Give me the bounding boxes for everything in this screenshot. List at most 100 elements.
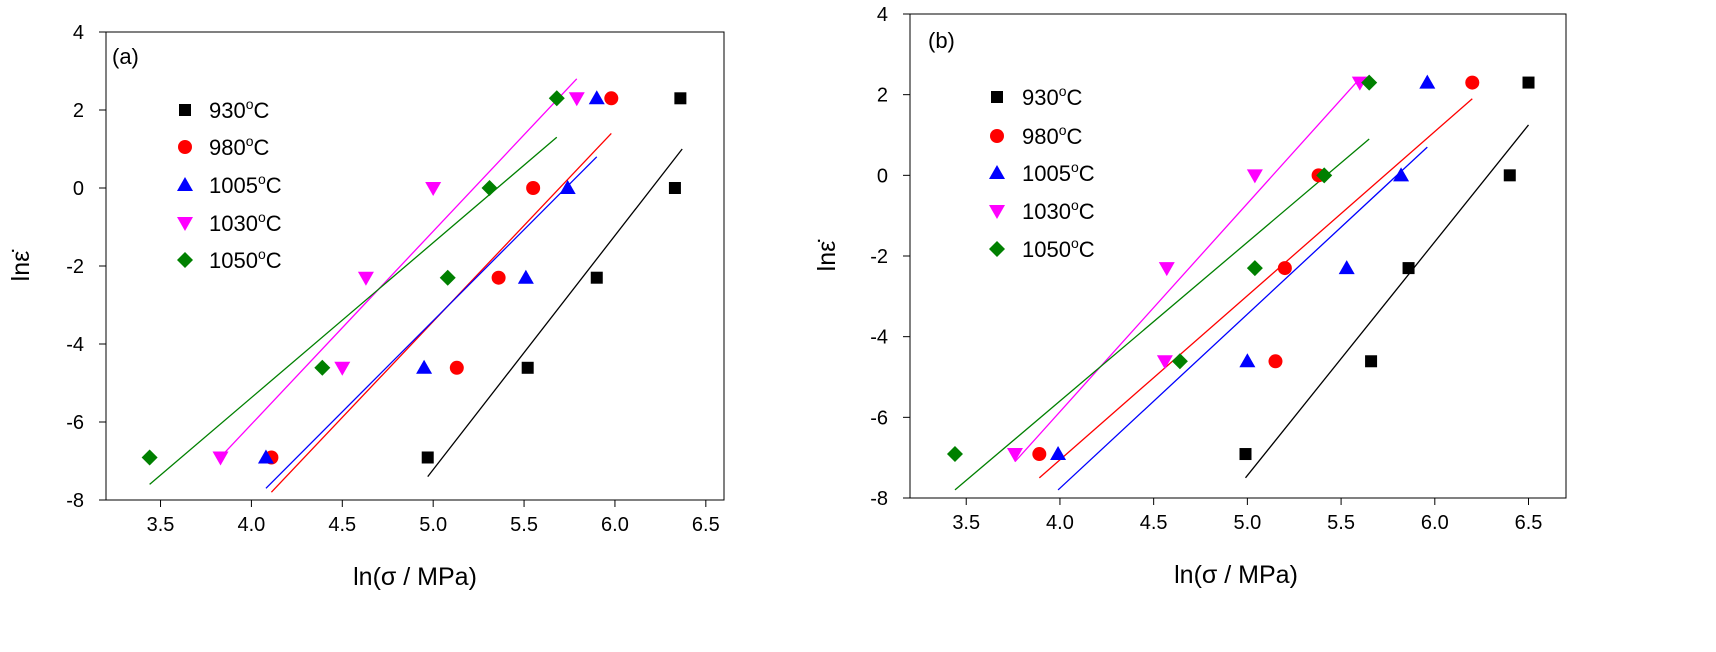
legend-label-980: 980oC xyxy=(209,133,270,160)
legend: 930oC 980oC 1005oC 1030oC 1050oC xyxy=(177,96,282,273)
x-tick-label: 5.5 xyxy=(1327,512,1355,534)
x-tick-label: 5.5 xyxy=(510,514,538,536)
data-point-930 xyxy=(668,182,681,194)
fit-line-1030 xyxy=(1014,78,1361,463)
legend-marker-930 xyxy=(179,104,191,116)
fit-line-1005 xyxy=(1057,146,1428,491)
data-point-930 xyxy=(590,271,603,284)
fit-line-1005 xyxy=(265,156,598,489)
legend-marker-980 xyxy=(990,129,1004,143)
legend-label-1030: 1030oC xyxy=(1022,197,1095,224)
data-point-1005 xyxy=(1393,167,1410,182)
y-tick-label: -6 xyxy=(66,412,84,434)
data-point-1005 xyxy=(1050,446,1067,461)
data-point-980 xyxy=(1268,354,1283,369)
legend-label-930: 930oC xyxy=(1022,83,1083,110)
legend-marker-1030 xyxy=(177,217,193,231)
fit-line-980 xyxy=(1038,98,1473,479)
y-axis-label: lnε̇ xyxy=(813,239,841,272)
data-point-980 xyxy=(449,360,464,375)
data-point-1030 xyxy=(425,182,442,196)
data-point-1050 xyxy=(1246,260,1263,277)
x-tick-label: 4.5 xyxy=(328,514,356,536)
data-point-1005 xyxy=(559,180,576,194)
data-point-930 xyxy=(1522,76,1535,89)
data-point-1005 xyxy=(1338,260,1355,275)
x-tick-label: 4.0 xyxy=(1046,512,1074,534)
data-point-980 xyxy=(604,91,619,106)
fit-line-930 xyxy=(427,148,683,477)
y-tick-label: -4 xyxy=(870,327,888,349)
legend-marker-1050 xyxy=(177,252,193,268)
y-axis-label: lnε̇ xyxy=(7,249,35,282)
data-point-1050 xyxy=(439,269,456,286)
data-point-930 xyxy=(1365,355,1378,368)
data-point-980 xyxy=(1277,261,1292,276)
x-axis-label: ln(σ / MPa) xyxy=(353,563,477,591)
x-tick-label: 6.0 xyxy=(601,514,629,536)
data-point-1050 xyxy=(481,180,498,196)
x-tick-label: 6.5 xyxy=(1515,512,1543,534)
legend-label-1050: 1050oC xyxy=(1022,235,1095,262)
data-point-1050 xyxy=(141,449,158,466)
x-tick-label: 4.5 xyxy=(1140,512,1168,534)
panel-label: (b) xyxy=(928,28,955,53)
legend-marker-1005 xyxy=(989,165,1005,179)
x-tick-label: 3.5 xyxy=(952,512,980,534)
data-point-930 xyxy=(521,361,534,374)
data-point-1030 xyxy=(1006,448,1023,463)
y-tick-label: -2 xyxy=(870,246,888,268)
y-tick-label: 2 xyxy=(877,85,888,107)
chart-panel-b: 3.5 4.0 4.5 5.0 5.5 6.0 6.5 -8 -6 -4 -2 0 2 4 ln(σ / M… xyxy=(813,4,1567,589)
legend: 930oC 980oC 1005oC 1030oC 1050oC xyxy=(989,83,1095,262)
legend-marker-1030 xyxy=(989,205,1005,219)
y-tick-label: 4 xyxy=(73,22,84,44)
data-point-1005 xyxy=(1239,353,1256,368)
data-point-980 xyxy=(526,181,541,195)
y-tick-label: 4 xyxy=(877,4,888,26)
data-point-930 xyxy=(1402,262,1415,275)
data-point-1005 xyxy=(257,449,274,464)
legend-label-1005: 1005oC xyxy=(209,171,282,198)
legend-label-1030: 1030oC xyxy=(209,209,282,236)
legend-label-980: 980oC xyxy=(1022,122,1083,149)
data-point-1050 xyxy=(1316,167,1333,184)
data-point-980 xyxy=(1032,447,1047,462)
legend-marker-980 xyxy=(178,140,192,154)
legend-label-930: 930oC xyxy=(209,96,270,123)
x-tick-label: 5.0 xyxy=(1233,512,1261,534)
legend-label-1005: 1005oC xyxy=(1022,159,1095,186)
data-point-1050 xyxy=(548,90,565,107)
data-point-930 xyxy=(1239,448,1252,461)
data-point-930 xyxy=(1503,169,1516,182)
data-point-980 xyxy=(491,270,506,285)
y-tick-label: 0 xyxy=(73,178,84,200)
fit-line-1030 xyxy=(220,78,578,458)
data-point-1030 xyxy=(1156,355,1173,370)
chart-panel-a: 3.5 4.0 4.5 5.0 5.5 6.0 6.5 -8 -6 -4 -2 0 2 4 ln(σ / M… xyxy=(7,22,725,591)
data-point-1005 xyxy=(416,359,433,374)
data-point-1030 xyxy=(357,271,374,286)
x-tick-label: 5.0 xyxy=(419,514,447,536)
y-tick-label: 2 xyxy=(73,100,84,122)
y-tick-label: -8 xyxy=(66,490,84,512)
x-tick-label: 6.0 xyxy=(1421,512,1449,534)
data-point-1005 xyxy=(1419,74,1436,89)
y-tick-label: -4 xyxy=(66,334,84,356)
data-point-1030 xyxy=(1246,169,1263,184)
data-point-1030 xyxy=(1158,262,1175,277)
data-point-1050 xyxy=(314,359,331,376)
data-point-1050 xyxy=(946,446,963,463)
data-point-1030 xyxy=(334,361,351,376)
y-tick-label: -6 xyxy=(870,407,888,429)
data-point-1030 xyxy=(212,451,229,466)
plot-frame xyxy=(105,31,725,501)
data-point-980 xyxy=(1465,75,1480,90)
y-tick-label: 0 xyxy=(877,165,888,187)
data-point-1005 xyxy=(517,269,534,284)
data-point-930 xyxy=(421,451,434,464)
data-point-930 xyxy=(674,92,687,105)
fit-line-930 xyxy=(1244,124,1530,479)
x-tick-label: 4.0 xyxy=(238,514,266,536)
